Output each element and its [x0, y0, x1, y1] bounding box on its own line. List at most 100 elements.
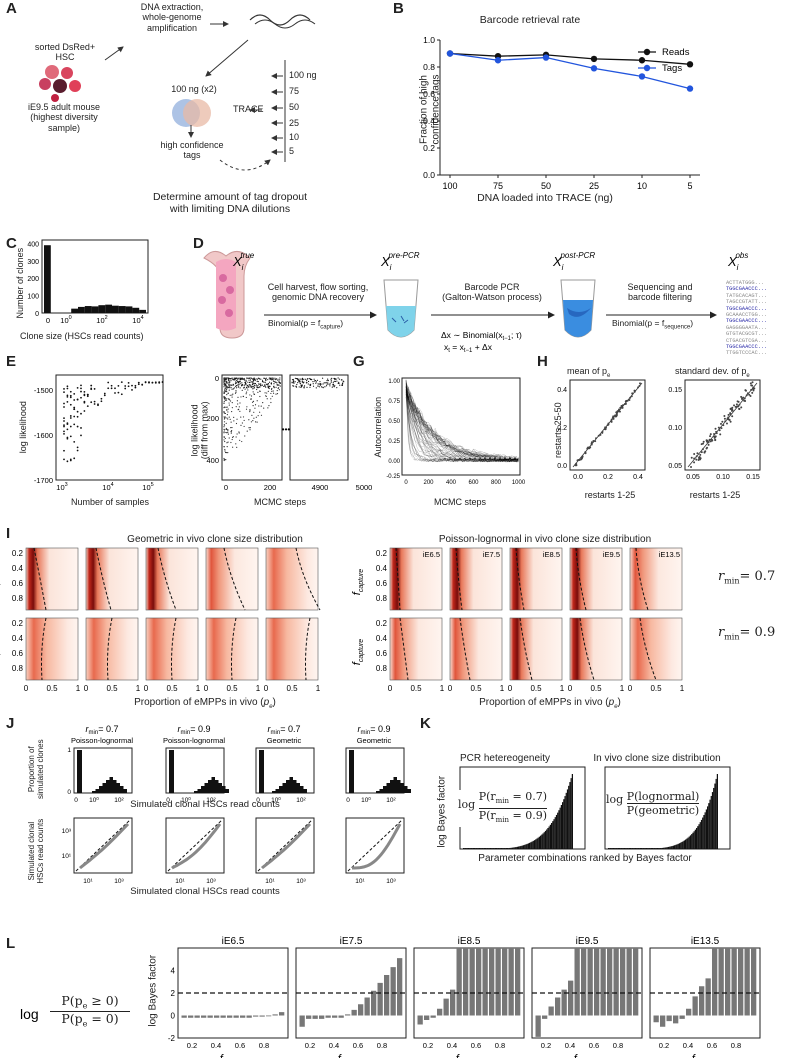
trace-point	[224, 412, 227, 415]
trace-point	[238, 380, 240, 383]
trace-point	[251, 386, 253, 388]
trace-point	[307, 378, 309, 380]
trace-point	[263, 385, 265, 388]
data-point	[686, 61, 694, 68]
trace-point	[321, 377, 324, 379]
bar	[296, 783, 300, 793]
cell-cluster-icon	[39, 65, 81, 102]
trace-point	[267, 386, 269, 388]
trace-point	[250, 421, 252, 423]
bar	[660, 1015, 666, 1027]
trace-point	[224, 383, 227, 385]
trace-point	[223, 410, 225, 413]
bar	[379, 789, 383, 793]
sample-point	[73, 423, 76, 426]
bar	[631, 848, 633, 849]
tick-label: 0	[346, 797, 350, 804]
trace-point	[326, 383, 328, 385]
restart-point	[740, 406, 743, 409]
tick-label: 1	[500, 684, 505, 693]
plot-frame	[41, 239, 149, 314]
tick-label: 0	[508, 684, 513, 693]
bar	[404, 786, 408, 793]
bar	[471, 848, 473, 849]
tick-label: 0.2	[541, 1041, 551, 1050]
restart-point	[743, 397, 746, 400]
bar	[614, 848, 616, 849]
panel-label-f: F	[178, 353, 188, 370]
bar	[610, 848, 612, 849]
bar	[306, 1015, 312, 1019]
trace-point	[254, 378, 256, 381]
restart-point	[717, 426, 720, 429]
bar	[377, 982, 383, 1016]
trace-point	[223, 391, 225, 393]
trace-point	[224, 451, 227, 454]
trace-point	[243, 386, 245, 388]
trace-point	[236, 379, 238, 382]
trace-point	[254, 379, 256, 382]
qq-frame	[73, 817, 133, 874]
trace-point	[317, 383, 319, 385]
bar	[617, 848, 619, 849]
trace-point	[227, 431, 229, 433]
restart-point	[706, 440, 709, 443]
tick-label: 0.8	[495, 1041, 505, 1050]
trace-point	[239, 410, 241, 412]
bar	[682, 841, 684, 849]
trace-point	[260, 384, 262, 387]
bar	[495, 948, 501, 1016]
trace-point	[264, 381, 267, 383]
tick-label: 10²	[296, 797, 306, 804]
sample-point	[107, 381, 110, 384]
autocorr-trace	[405, 383, 519, 462]
data-point	[638, 73, 646, 80]
bar	[705, 809, 707, 849]
bar	[279, 786, 283, 793]
bar	[500, 848, 503, 849]
bar	[499, 848, 501, 849]
trace-point	[224, 437, 226, 440]
bar	[497, 848, 499, 849]
autocorr-trace	[405, 383, 519, 460]
trace-point	[333, 377, 335, 380]
sample-point	[103, 392, 106, 395]
bar	[616, 848, 618, 849]
trace-point	[242, 395, 245, 398]
tick-label: 1	[196, 684, 201, 693]
trace-point	[228, 416, 230, 418]
trace-point	[324, 382, 326, 384]
trace-point	[235, 391, 237, 393]
bar	[102, 783, 106, 793]
trace-point	[253, 393, 256, 395]
autocorr-trace	[405, 387, 519, 461]
restart-point	[729, 407, 732, 410]
trace-point	[225, 427, 227, 430]
bar	[664, 847, 666, 849]
trace-point	[224, 379, 226, 381]
tick-label: 0.4	[557, 387, 567, 394]
trace-point	[254, 407, 256, 409]
trace-point	[266, 398, 268, 400]
bar	[554, 817, 556, 849]
restart-point	[751, 391, 754, 394]
trace-point	[236, 418, 238, 420]
trace-point	[228, 404, 230, 406]
sequence-item: TGGCGAACCC...	[726, 318, 768, 325]
trace-point	[249, 427, 251, 429]
restart-point	[725, 422, 728, 425]
trace-point	[253, 385, 256, 387]
bar	[482, 848, 484, 849]
autocorr-trace	[405, 386, 519, 460]
bar	[465, 848, 467, 849]
legend-label: Tags	[662, 63, 682, 74]
j-title-rmin: rmin= 0.9	[178, 724, 211, 736]
bar	[272, 1014, 278, 1016]
trace-point	[224, 390, 226, 393]
trace-point	[332, 382, 334, 384]
tick-label: 0.6	[353, 1041, 363, 1050]
k-eq1-num-tail: = 0.7)	[509, 790, 548, 803]
trace-point	[312, 381, 314, 383]
restart-point	[604, 428, 607, 431]
sample-point	[120, 381, 123, 383]
